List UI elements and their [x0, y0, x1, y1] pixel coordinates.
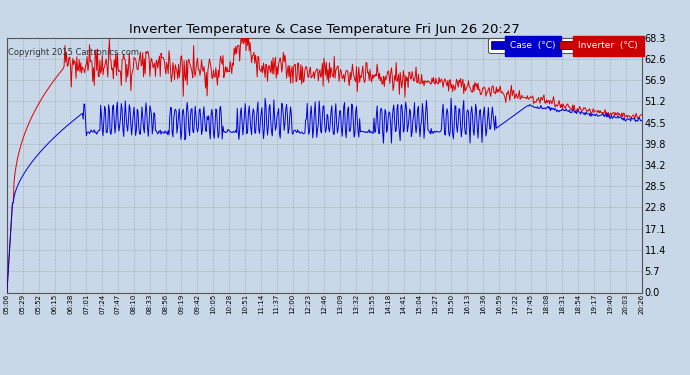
Legend: Case  (°C), Inverter  (°C): Case (°C), Inverter (°C)	[488, 38, 641, 53]
Title: Inverter Temperature & Case Temperature Fri Jun 26 20:27: Inverter Temperature & Case Temperature …	[129, 23, 520, 36]
Text: Copyright 2015 Cartronics.com: Copyright 2015 Cartronics.com	[8, 48, 139, 57]
